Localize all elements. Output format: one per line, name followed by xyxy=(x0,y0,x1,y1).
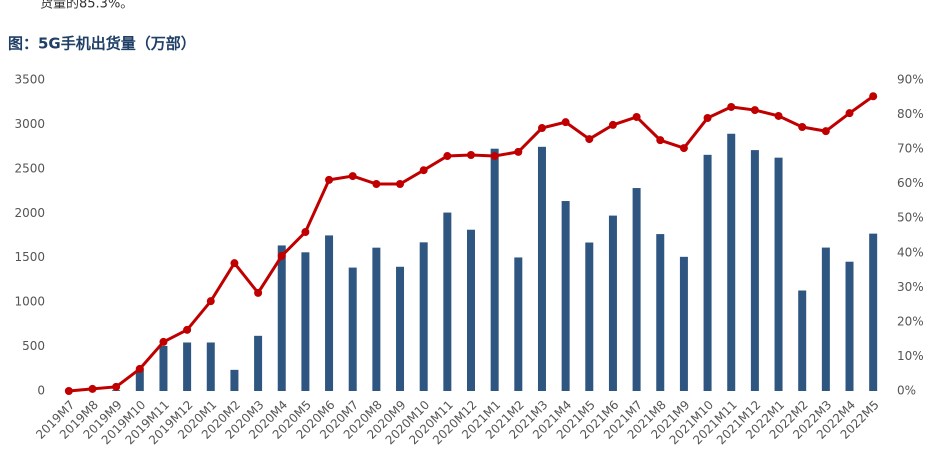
y2-tick-label: 30% xyxy=(897,280,924,294)
y2-tick-label: 0% xyxy=(897,384,916,398)
bar xyxy=(727,133,736,391)
line-point xyxy=(206,297,215,306)
line-point xyxy=(254,288,263,297)
bar xyxy=(821,247,830,391)
bar xyxy=(230,369,239,391)
bar xyxy=(585,242,594,391)
y2-tick-label: 70% xyxy=(897,142,924,156)
line-point xyxy=(490,152,499,161)
bar xyxy=(325,235,334,391)
line-point xyxy=(64,387,73,395)
line-point xyxy=(561,118,570,127)
y2-tick-label: 10% xyxy=(897,349,924,363)
line-point xyxy=(679,144,688,153)
bar xyxy=(798,290,807,391)
line-point xyxy=(703,114,712,123)
y2-tick-label: 60% xyxy=(897,176,924,190)
y-tick-label: 3000 xyxy=(14,117,45,131)
chart-title: 图：5G手机出货量（万部） xyxy=(8,35,196,53)
line-point xyxy=(372,180,381,189)
bar xyxy=(679,256,688,391)
bar xyxy=(869,233,878,391)
line-point xyxy=(821,127,830,136)
y-tick-label: 3500 xyxy=(14,73,45,87)
line-point xyxy=(325,175,334,184)
line-point xyxy=(608,120,617,129)
bar xyxy=(514,257,523,391)
line-point xyxy=(585,135,594,144)
line-point xyxy=(656,136,665,145)
bar xyxy=(419,242,428,391)
y-tick-label: 1000 xyxy=(14,295,45,309)
line-point xyxy=(277,251,286,260)
bar xyxy=(632,188,641,391)
line-point xyxy=(443,152,452,161)
line-point xyxy=(419,166,428,175)
y-tick-label: 500 xyxy=(22,339,45,353)
y2-tick-label: 50% xyxy=(897,211,924,225)
y2-tick-label: 90% xyxy=(897,73,924,87)
y-tick-label: 1500 xyxy=(14,250,45,264)
line-point xyxy=(88,384,97,393)
line-point xyxy=(301,228,310,237)
y2-tick-label: 80% xyxy=(897,107,924,121)
line-point xyxy=(774,111,783,120)
bar xyxy=(656,234,665,391)
line-point xyxy=(348,172,357,181)
line-point xyxy=(396,180,405,189)
bar xyxy=(301,252,310,391)
bar xyxy=(135,368,144,391)
line-point xyxy=(632,112,641,121)
bar xyxy=(845,261,854,391)
bar xyxy=(750,150,759,391)
line-point xyxy=(869,92,878,101)
bar xyxy=(443,212,452,391)
bar xyxy=(608,215,617,391)
line-point xyxy=(230,259,239,268)
line-point xyxy=(135,364,144,373)
bar xyxy=(348,267,357,391)
bar xyxy=(159,345,168,391)
bar xyxy=(183,342,192,391)
line-point xyxy=(537,124,546,133)
bar xyxy=(206,342,215,391)
line-point xyxy=(514,147,523,156)
line-point xyxy=(112,382,121,391)
bar xyxy=(254,335,263,391)
bar xyxy=(277,245,286,391)
line-point xyxy=(750,106,759,115)
line-point xyxy=(845,109,854,118)
line-point xyxy=(727,102,736,111)
y2-tick-label: 40% xyxy=(897,245,924,259)
intro-text: 货量的85.3%。 xyxy=(40,0,133,12)
line-point xyxy=(798,122,807,131)
bar xyxy=(561,201,570,391)
bar xyxy=(372,247,381,391)
bar xyxy=(703,154,712,391)
bar xyxy=(467,229,475,391)
y-tick-label: 0 xyxy=(37,384,45,398)
y-tick-label: 2000 xyxy=(14,206,45,220)
line-point xyxy=(467,150,475,159)
y2-tick-label: 20% xyxy=(897,314,924,328)
line-point xyxy=(159,337,168,346)
bar xyxy=(774,157,783,391)
y-tick-label: 2500 xyxy=(14,161,45,175)
bar xyxy=(396,266,405,391)
bar xyxy=(537,146,546,391)
bar xyxy=(490,148,499,391)
line-point xyxy=(183,325,192,334)
